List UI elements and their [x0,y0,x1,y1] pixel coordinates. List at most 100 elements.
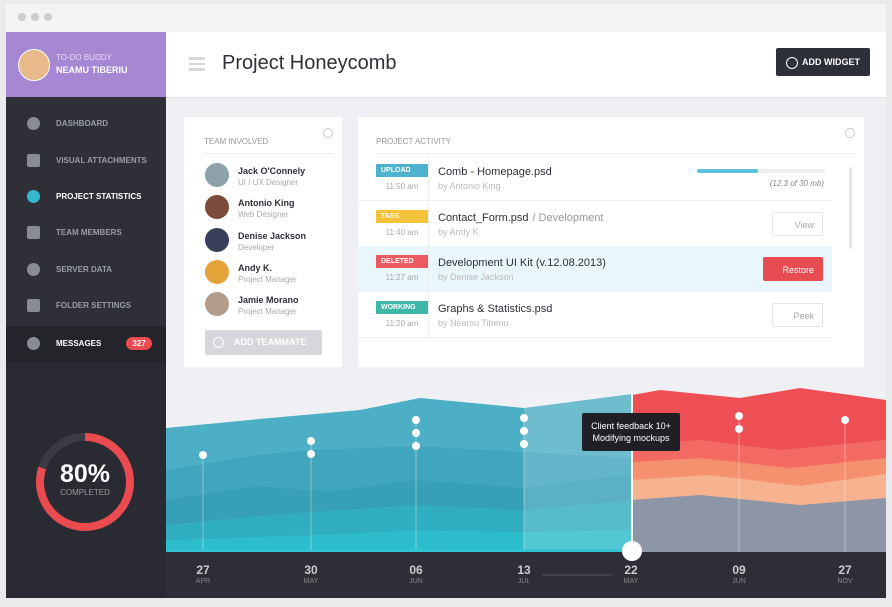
avatar [205,195,229,220]
menu-label: DASHBOARD [56,119,108,128]
avatar [205,292,229,317]
title-bar [6,4,886,32]
menu-label: VISUAL ATTACHMENTS [56,156,147,165]
team-card: TEAM INVOLVED ADD TEAMMATE Jack O'Connel… [184,117,342,367]
button-label: ADD WIDGET [802,57,860,67]
menu-item[interactable]: FOLDER SETTINGS [6,288,166,324]
date-day: 06 [409,563,423,577]
file-name: Graphs & Statistics.psd [438,303,552,315]
menu-item[interactable]: VISUAL ATTACHMENTS [6,143,166,179]
date-month: JUN [732,578,746,585]
scrollbar [849,167,852,249]
file-name: Contact_Form.psd / Development [438,212,603,224]
file-owner: by Antonio King [438,181,501,191]
menu-item[interactable]: SERVER DATA [6,252,166,288]
avatar [205,163,229,187]
upload-bar [697,169,825,173]
activity-time: 11:40 am [385,227,419,237]
date-day: 09 [732,563,746,577]
date-day: 27 [196,563,210,577]
menu-icon[interactable] [189,57,205,71]
file: Graphs & Statistics.psd [438,302,553,315]
tooltip-line: Modifying mockups [592,433,670,443]
message-badge: 327 [126,337,152,350]
member-name: Jack O'Connely [238,166,306,176]
page-title: Project Honeycomb [222,52,397,74]
dot [18,13,26,21]
date-day: 22 [624,563,638,577]
sidebar-bottom [6,362,166,598]
add-teammate-button[interactable]: ADD TEAMMATE [205,330,322,355]
activity-row: TASK 11:40 am Contact_Form.psd / Developmen… [358,200,832,247]
button-label: ADD TEAMMATE [234,337,307,347]
upload-size: (12.3 of 30 mb) [769,179,824,188]
divider [204,153,334,154]
member-name: Antonio King [238,198,295,209]
row-divider [428,155,429,200]
member-role: Project Manager [238,307,297,317]
member-role: UI / UX Designer [238,178,299,187]
activity-tag: DELETED [376,255,428,268]
date-month: JUN [409,578,423,585]
menu-label: MESSAGES [56,339,102,348]
user-panel: TO-DO BUDDY NEAMU TIBERIU [6,32,166,97]
activity-row: DELETED 11:27 am Development UI Kit (v.12.… [358,246,832,292]
user-name: NEAMU TIBERIU [56,65,128,75]
date-month: MAY [623,578,639,585]
action-button[interactable]: Restore [763,257,823,281]
date-month: JUL [517,578,531,585]
menu-item[interactable]: PROJECT STATISTICS [6,179,166,215]
menu-label: SERVER DATA [56,265,113,274]
member-name: Denise Jackson [238,230,307,241]
tooltip: Client feedback 10+ Modifying mockups [582,413,680,451]
header: Project Honeycomb ADD WIDGET [166,32,886,98]
dot [44,13,52,21]
progress-label: COMPLETED [60,488,110,497]
file: Comb - Homepage.psd [438,166,552,178]
progress-ring [36,433,134,531]
upload-fill [697,169,758,173]
ring-arc [36,433,134,531]
action-button[interactable]: Peek [772,302,823,327]
file-name: Development UI Kit (v.12.08.2013) [438,257,606,269]
area-layer [632,495,886,552]
menu-icon [27,337,40,350]
menu-icon [27,263,40,276]
activity-time: 11:27 am [385,273,419,282]
menu-item[interactable]: TEAM MEMBERS [6,215,166,251]
row-divider [428,200,429,246]
date-day: 30 [304,563,318,577]
avatar [205,259,229,284]
date-month: APR [195,578,211,585]
cursor-handle[interactable] [622,541,642,561]
row-divider [428,246,429,291]
menu-icon [27,226,40,239]
area-layer [166,530,632,552]
menu-item[interactable]: DASHBOARD [6,106,166,142]
points [199,412,849,459]
menu-item[interactable]: MESSAGES 327 [6,326,166,362]
member-name: Andy K. [238,262,273,273]
tooltip-line: Client feedback 10+ [591,421,671,431]
date-strip [166,552,886,598]
member-role: Developer [238,242,275,252]
file: Contact_Form.psd [438,211,529,224]
date-day: 13 [517,563,531,577]
menu-icon [27,299,40,312]
member-role: Web Designer [238,210,289,220]
file-owner: by Denise Jackson [438,272,514,282]
action-button[interactable]: View [772,211,823,236]
activity-row: UPLOAD 11:50 am Comb - Homepage.psd by Anto… [358,155,832,201]
row-divider [428,291,429,337]
add-widget-button[interactable]: ADD WIDGET [776,48,870,76]
close-icon[interactable] [323,128,333,138]
close-icon[interactable] [845,128,855,138]
menu-icon [27,117,40,130]
divider [376,153,856,154]
activity-tag: TASK [376,209,428,223]
activity-card: PROJECT ACTIVITY UPLOAD 11:50 am Comb - Ho… [358,117,864,367]
progress-value: 80% [59,460,111,488]
member-role: Project Manager [238,274,297,284]
menu-label: TEAM MEMBERS [56,228,122,237]
